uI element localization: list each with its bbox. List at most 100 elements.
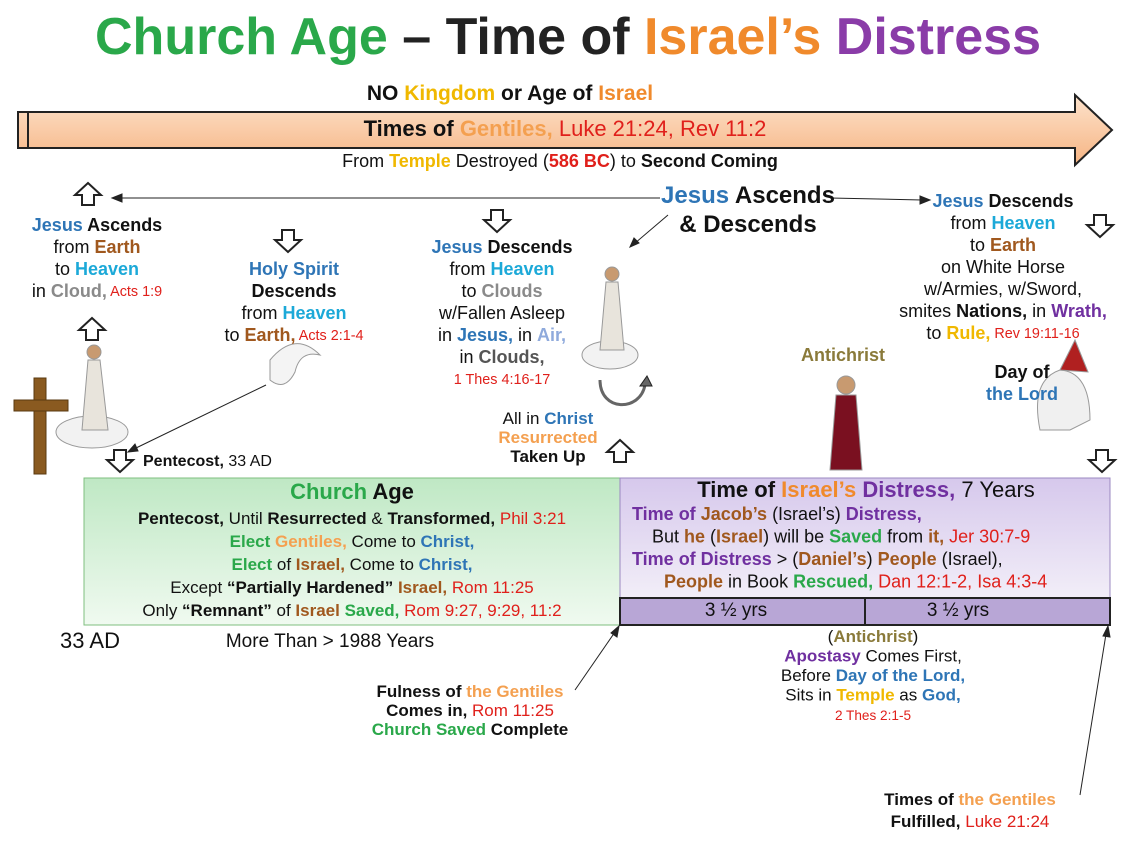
text-run: People — [664, 571, 723, 591]
text-run: > ( — [772, 549, 799, 569]
text-run: Times of — [364, 116, 460, 141]
text-run: Before — [781, 666, 836, 685]
hollow-arrow — [1086, 449, 1118, 474]
text-run: Clouds — [482, 281, 543, 301]
text-run: Apostasy — [784, 647, 861, 666]
text-run: Daniel’s — [798, 549, 866, 569]
connectors — [110, 193, 1111, 796]
ascend-line: from Earth — [53, 237, 140, 257]
ascend-line: to Heaven — [55, 259, 139, 279]
hollow-arrow — [76, 316, 108, 341]
text-run: Antichrist — [801, 345, 885, 365]
descend-earth-line: to Earth — [970, 235, 1036, 255]
pentecost-line: Pentecost, 33 AD — [143, 453, 272, 470]
text-run: Earth, — [245, 325, 296, 345]
text-run: Except — [170, 578, 227, 597]
text-run: (Israel’s) — [767, 504, 846, 524]
fulness-line: Church Saved Complete — [372, 720, 569, 739]
text-run: “Partially Hardened” — [227, 578, 393, 597]
text-run: Transformed, — [387, 509, 495, 528]
text-run: Heaven — [282, 303, 346, 323]
text-run: Elect — [230, 532, 271, 551]
church-lines-line: Except “Partially Hardened” Israel, Rom … — [170, 578, 533, 597]
text-run: Kingdom — [404, 82, 495, 105]
text-run: Antichrist — [833, 627, 913, 646]
apostasy-line: Apostasy Comes First, — [784, 647, 962, 666]
church-age-box — [83, 477, 621, 626]
text-run: it, — [928, 526, 944, 546]
figures — [55, 266, 1091, 471]
text-run: Pentecost, — [143, 453, 224, 470]
text-run: Destroyed ( — [451, 151, 549, 171]
day-of-lord-line: the Lord — [986, 384, 1058, 404]
text-run: Luke 21:24 — [965, 812, 1049, 831]
text-run: Complete — [486, 720, 568, 739]
text-run: Descends — [251, 281, 336, 301]
text-run: ) — [867, 549, 878, 569]
hollow-arrow — [272, 229, 304, 254]
text-run: to — [461, 281, 481, 301]
descend-clouds-line: to Clouds — [461, 281, 542, 301]
center-label-line: Jesus Ascends — [661, 182, 835, 209]
text-run: Temple — [389, 151, 451, 171]
text-run: from — [449, 259, 490, 279]
text-run: ) — [913, 627, 919, 646]
distress-lines-line: But he (Israel) will be Saved from it, J… — [652, 526, 1030, 546]
text-run: Fulness of — [376, 682, 466, 701]
text-run: the Lord — [986, 384, 1058, 404]
text-run: Church Saved — [372, 720, 486, 739]
descend-clouds-line: in Clouds, — [459, 347, 544, 367]
text-run: Earth — [990, 235, 1036, 255]
text-run: ( — [828, 627, 834, 646]
text-run: Second Coming — [641, 151, 778, 171]
all-in-christ-line: Taken Up — [510, 447, 585, 466]
text-run: Ascends — [729, 182, 835, 209]
hollow-arrow — [604, 438, 636, 463]
text-run: in — [438, 325, 457, 345]
descend-earth-line: from Heaven — [950, 213, 1055, 233]
text-run: Rule, — [946, 323, 990, 343]
text-run: Come to — [347, 532, 421, 551]
descend-clouds-line: from Heaven — [449, 259, 554, 279]
text-run: All in — [503, 409, 545, 428]
more-than-line: More Than > 1988 Years — [226, 631, 434, 652]
descend-clouds-line: Jesus Descends — [431, 237, 572, 257]
text-run: 7 Years — [955, 477, 1035, 502]
descend-clouds-line: 1 Thes 4:16-17 — [454, 372, 551, 388]
text-run: But — [652, 526, 684, 546]
text-run: Come to — [345, 555, 419, 574]
descend-earth-line: Jesus Descends — [932, 191, 1073, 211]
text-run: in — [32, 281, 51, 301]
text-run: on White Horse — [941, 257, 1065, 277]
distress-lines-line: Time of Jacob’s (Israel’s) Distress, — [632, 504, 922, 524]
fulfilled-line: Times of the Gentiles — [884, 790, 1056, 809]
text-run: & — [367, 509, 388, 528]
title: Church Age – Time of Israel’s Distress — [95, 8, 1041, 66]
text-run: & Descends — [679, 211, 816, 238]
text-run: ) will be — [763, 526, 829, 546]
text-run: from — [950, 213, 991, 233]
text-run: Descends — [984, 191, 1074, 211]
text-run: Gentiles, — [270, 532, 347, 551]
text-run: Jesus — [932, 191, 983, 211]
text-run: Acts 1:9 — [107, 284, 162, 300]
text-run: Heaven — [75, 259, 139, 279]
descend-clouds-line: in Jesus, in Air, — [438, 325, 566, 345]
text-run: Time of — [632, 504, 701, 524]
text-run: 1 Thes 4:16-17 — [454, 372, 551, 388]
times-arrow — [17, 92, 1114, 168]
text-run: Wrath, — [1051, 301, 1107, 321]
text-run: Only — [142, 601, 182, 620]
text-run: Time of Distress — [632, 549, 772, 569]
text-run: Gentiles, — [460, 116, 553, 141]
text-run: in — [1027, 301, 1051, 321]
church-lines-line: Elect Gentiles, Come to Christ, — [230, 532, 475, 551]
banner-line: NO Kingdom or Age of Israel — [367, 82, 653, 105]
text-run: Resurrected — [267, 509, 366, 528]
text-run: to — [970, 235, 990, 255]
text-run: Holy Spirit — [249, 259, 339, 279]
text-run: Israel, — [393, 578, 447, 597]
text-run: Times of — [884, 790, 958, 809]
half-2-line: 3 ½ yrs — [927, 600, 989, 621]
text-run: Rom 11:25 — [472, 701, 554, 720]
